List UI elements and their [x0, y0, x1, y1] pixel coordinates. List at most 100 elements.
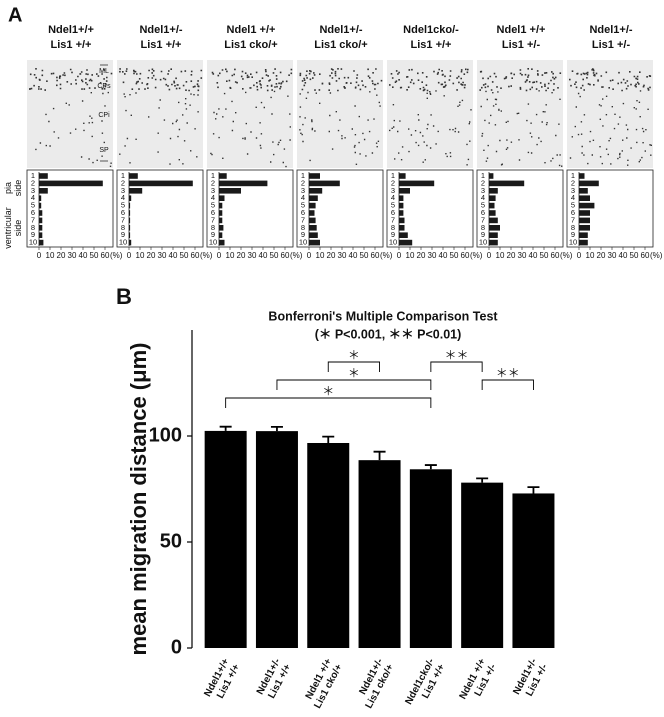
- x-tick-label: 50: [90, 251, 99, 260]
- row-label: 10: [479, 238, 487, 247]
- column-header-line: Lis1 +/-: [502, 39, 541, 51]
- histogram-bar: [489, 195, 496, 201]
- x-tick-label: 40: [79, 251, 88, 260]
- histogram-bar: [399, 188, 410, 194]
- x-tick-label: Ndel1+/-Lis1 +/+: [255, 657, 294, 703]
- x-tick-label: 60: [281, 251, 290, 260]
- histogram-frame: [26, 169, 114, 248]
- chart-title: Bonferroni's Multiple Comparison Test: [268, 309, 498, 323]
- x-tick-label: 60: [461, 251, 470, 260]
- row-label: 1: [121, 171, 125, 180]
- x-tick-label: 0: [307, 251, 312, 260]
- bar: [255, 431, 298, 648]
- column-header-line: Ndel1cko/-: [403, 24, 459, 36]
- panel-label: A: [8, 4, 22, 26]
- row-label: 2: [481, 178, 485, 187]
- x-tick-label: 20: [597, 251, 606, 260]
- row-label: 10: [299, 238, 307, 247]
- histogram-bar: [309, 202, 316, 209]
- side-label: piaside: [3, 180, 23, 197]
- histogram-bar: [489, 202, 495, 209]
- x-tick-label: 30: [428, 251, 437, 260]
- histogram-bar: [399, 173, 406, 179]
- row-label: 4: [391, 193, 395, 202]
- row-label: 9: [301, 230, 305, 239]
- row-label: 9: [211, 230, 215, 239]
- column-header: Ndel1cko/- Lis1 +/+: [403, 24, 459, 51]
- histogram-bar: [579, 217, 590, 224]
- bar: [358, 460, 401, 648]
- x-tick-label: 30: [518, 251, 527, 260]
- y-tick-label: 100: [149, 424, 182, 446]
- row-label: 6: [571, 208, 575, 217]
- column-header: Ndel1+/+ Lis1 +/+: [48, 24, 94, 51]
- layer-label: SP: [99, 147, 109, 154]
- x-axis-unit: (%): [650, 251, 663, 260]
- histogram-bar: [219, 188, 241, 194]
- error-bar: [219, 425, 232, 431]
- row-label: 4: [571, 193, 575, 202]
- histogram-bar: [219, 173, 227, 179]
- x-tick-label: 40: [259, 251, 268, 260]
- x-tick-label: 40: [439, 251, 448, 260]
- micrograph: [117, 60, 203, 168]
- x-tick-label: Ndel1+/-Lis1 +/-: [511, 657, 550, 702]
- histogram-bar: [129, 173, 138, 179]
- row-label: 6: [391, 208, 395, 217]
- micrograph: [297, 60, 383, 168]
- histogram-frame: [116, 169, 204, 248]
- row-label: 6: [31, 208, 35, 217]
- row-label: 8: [121, 223, 125, 232]
- histogram-bar: [399, 225, 405, 231]
- row-label: 7: [31, 215, 35, 224]
- error-bar: [527, 486, 540, 494]
- histogram-bar: [219, 225, 224, 231]
- histogram-bar: [309, 225, 317, 231]
- significance-label: ＊: [348, 366, 360, 380]
- row-label: 1: [481, 171, 485, 180]
- histogram-bar: [219, 180, 268, 187]
- histogram-bar: [219, 202, 223, 209]
- histogram-frame: [386, 169, 474, 248]
- row-label: 2: [391, 178, 395, 187]
- micrograph: [207, 60, 293, 168]
- x-tick-label: 30: [248, 251, 257, 260]
- x-tick-label: 60: [191, 251, 200, 260]
- row-label: 8: [31, 223, 35, 232]
- histogram-bar: [309, 217, 316, 224]
- x-tick-label: 50: [540, 251, 549, 260]
- row-label: 10: [569, 238, 577, 247]
- x-tick-label: 0: [397, 251, 402, 260]
- x-tick-label: 60: [551, 251, 560, 260]
- x-tick-label: 0: [127, 251, 132, 260]
- y-tick-label: 0: [171, 636, 182, 658]
- row-label: 8: [211, 223, 215, 232]
- column-header: Ndel1+/- Lis1 cko/+: [314, 24, 368, 51]
- x-tick-label: 60: [101, 251, 110, 260]
- x-tick-label: Ndel1cko/-Lis1 +/+: [403, 657, 447, 713]
- row-label: 8: [481, 223, 485, 232]
- histogram-bar: [309, 188, 323, 194]
- x-tick-label: 0: [37, 251, 42, 260]
- x-tick-label: 30: [158, 251, 167, 260]
- x-tick-label: 50: [360, 251, 369, 260]
- row-label: 9: [31, 230, 35, 239]
- row-label: 4: [481, 193, 485, 202]
- x-tick-label: 60: [371, 251, 380, 260]
- y-tick-label: 50: [160, 530, 182, 552]
- x-tick-label: 40: [529, 251, 538, 260]
- histogram-bar: [579, 188, 588, 194]
- x-axis-unit: (%): [200, 251, 213, 260]
- row-label: 3: [31, 186, 35, 195]
- row-label: 10: [29, 238, 37, 247]
- bar: [307, 442, 350, 648]
- histogram-bar: [579, 173, 585, 179]
- histogram-frame: [476, 169, 564, 248]
- row-label: 4: [301, 193, 305, 202]
- histogram-bar: [579, 202, 595, 209]
- x-tick-label: 0: [487, 251, 492, 260]
- histogram-bar: [129, 210, 131, 216]
- histogram-bar: [399, 232, 408, 238]
- histogram-frame: [566, 169, 654, 248]
